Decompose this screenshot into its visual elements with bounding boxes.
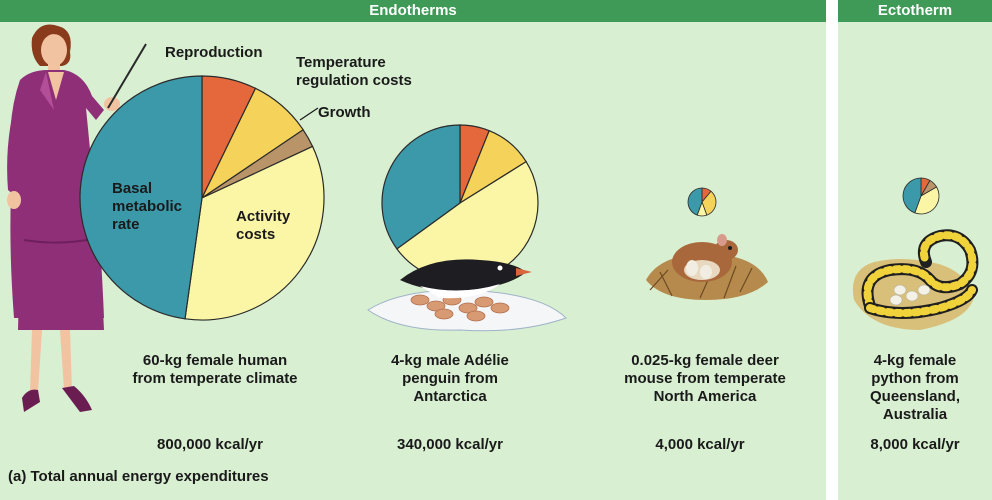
python-energy-value: 8,000 kcal/yr <box>870 436 960 453</box>
activity-label-line-1: Activity <box>236 208 291 225</box>
penguin-energy-pie <box>381 124 539 282</box>
figure-caption: (a) Total annual energy expenditures <box>8 468 269 485</box>
reproduction-label: Reproduction <box>165 44 263 61</box>
penguin-energy-value: 340,000 kcal/yr <box>397 436 503 453</box>
penguin-illustration <box>367 259 567 332</box>
activity-slice <box>914 186 940 215</box>
basal-slice <box>381 124 461 250</box>
mouse-caption: 0.025-kg female deer mouse from temperat… <box>590 352 820 406</box>
penguin-caption-line-2: penguin from <box>402 370 498 387</box>
human-caption: 60-kg female human from temperate climat… <box>100 352 330 388</box>
python-illustration <box>852 229 979 330</box>
basal-label: Basal metabolic rate <box>112 180 182 234</box>
woman-illustration <box>7 24 147 412</box>
ectotherm-header: Ectotherm <box>838 0 992 22</box>
basal-slice <box>79 75 203 320</box>
mouse-caption-line-1: 0.025-kg female deer <box>631 352 779 369</box>
human-caption-line-1: 60-kg female human <box>142 352 288 369</box>
temperature-label-line-2: regulation costs <box>296 72 412 89</box>
penguin-caption-line-1: 4-kg male Adélie <box>391 352 509 369</box>
python-caption: 4-kg female python from Queensland, Aust… <box>848 352 982 424</box>
human-caption-line-2: from temperate climate <box>132 370 298 387</box>
activity-label: Activity costs <box>236 208 290 244</box>
human-energy-pie <box>79 75 325 321</box>
python-energy-pie <box>902 177 940 215</box>
basal-slice <box>687 187 703 216</box>
temperature-label: Temperature regulation costs <box>296 54 412 90</box>
mouse-caption-line-3: North America <box>653 388 757 405</box>
mouse-energy-value: 4,000 kcal/yr <box>655 436 745 453</box>
penguin-caption-line-3: Antarctica <box>413 388 487 405</box>
mouse-energy-pie <box>687 187 717 217</box>
basal-label-line-3: rate <box>112 216 140 233</box>
python-caption-line-1: 4-kg female <box>873 352 957 369</box>
growth-pointer-line <box>299 107 319 121</box>
basal-label-line-1: Basal <box>112 180 153 197</box>
activity-slice <box>184 145 325 321</box>
mouse-illustration <box>646 234 768 300</box>
temperature-slice <box>701 190 717 216</box>
basal-label-line-2: metabolic <box>112 198 183 215</box>
mouse-caption-line-2: mouse from temperate <box>624 370 786 387</box>
activity-label-line-2: costs <box>236 226 276 243</box>
basal-slice <box>902 177 922 214</box>
growth-label: Growth <box>318 104 371 121</box>
temperature-label-line-1: Temperature <box>296 54 386 71</box>
python-caption-line-4: Australia <box>882 406 948 423</box>
penguin-caption: 4-kg male Adélie penguin from Antarctica <box>360 352 540 406</box>
human-energy-value: 800,000 kcal/yr <box>157 436 263 453</box>
endotherms-header: Endotherms <box>0 0 826 22</box>
python-caption-line-3: Queensland, <box>869 388 961 405</box>
python-caption-line-2: python from <box>871 370 959 387</box>
